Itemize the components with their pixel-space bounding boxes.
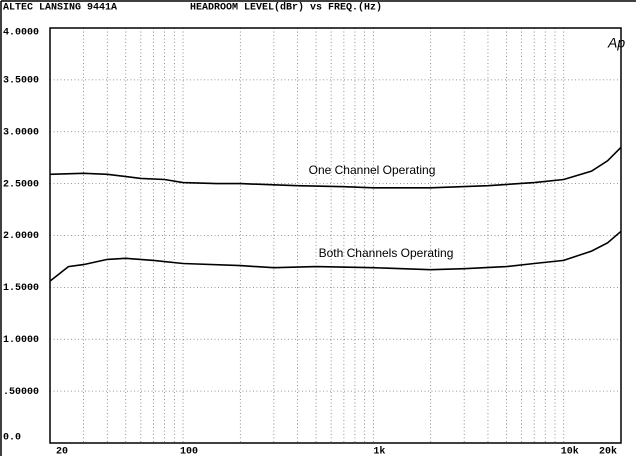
y-tick-label: 4.0000 <box>3 28 39 39</box>
line-label: One Channel Operating <box>309 163 436 177</box>
y-tick-label: 2.5000 <box>3 179 39 190</box>
y-tick-label: 1.0000 <box>3 335 39 346</box>
plot-frame <box>49 27 622 444</box>
x-tick-label: 10k <box>561 446 579 457</box>
logo: Ap <box>607 35 625 51</box>
y-tick-label: 0.0 <box>3 433 21 444</box>
y-tick-label: 2.0000 <box>3 231 39 242</box>
y-tick-label: 1.5000 <box>3 283 39 294</box>
chart-subtitle: HEADROOM LEVEL(dBr) vs FREQ.(Hz) <box>190 2 382 14</box>
line-label: Both Channels Operating <box>319 246 454 260</box>
x-tick-label: 100 <box>180 447 198 457</box>
x-tick-label: 20k <box>599 446 617 457</box>
y-tick-label: .50000 <box>3 387 39 398</box>
y-tick-label: 3.0000 <box>3 127 39 138</box>
y-tick-label: 3.5000 <box>3 76 39 87</box>
x-tick-label: 1k <box>373 446 385 457</box>
data-line <box>49 146 622 189</box>
chart-title: ALTEC LANSING 9441A <box>3 3 117 14</box>
x-tick-label: 20 <box>56 447 68 457</box>
data-line <box>49 230 622 282</box>
